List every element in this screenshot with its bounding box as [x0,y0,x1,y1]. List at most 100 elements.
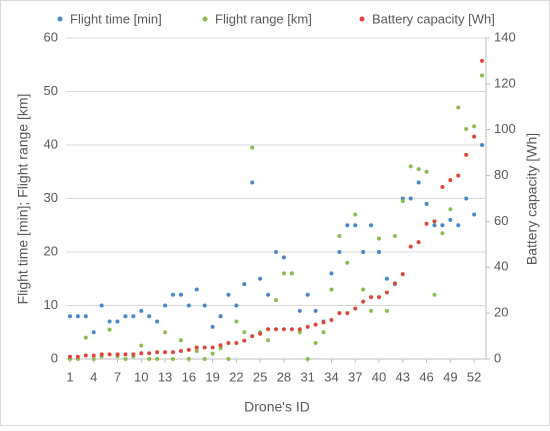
point [408,196,413,201]
point [170,357,175,361]
point [131,352,136,357]
point [99,352,104,357]
point [274,327,278,332]
y-tick-label: 10 [44,297,58,312]
x-tick-label: 13 [158,369,172,384]
point [242,282,247,287]
point [250,334,255,339]
x-tick-label: 46 [419,369,433,384]
point [202,357,207,361]
point [155,350,160,355]
x-tick-label: 49 [443,369,457,384]
point [281,327,286,332]
point [75,354,80,359]
point [337,250,342,254]
point [440,223,445,228]
legend-label: Flight range [km] [215,11,312,26]
x-tick-label: 16 [182,369,196,384]
point [139,343,144,348]
point [313,308,318,313]
point [456,223,461,228]
point [234,319,239,324]
point [464,126,469,131]
x-tick-label: 52 [467,369,481,384]
point [424,201,429,206]
x-tick-label: 37 [348,369,362,384]
point [400,199,405,204]
point [377,295,382,300]
y2-tick-label: 140 [494,29,516,44]
point [123,357,128,361]
point [313,322,318,327]
point [266,292,271,297]
point [210,324,215,329]
y-tick-label: 40 [44,136,58,151]
point [416,167,421,172]
x-axis-label: Drone's ID [244,399,310,415]
point [289,327,294,332]
point [281,255,286,260]
point [210,345,215,350]
point [345,311,350,316]
point [194,348,199,353]
point [456,173,461,178]
point [258,276,263,281]
point [321,330,326,335]
x-tick-label: 34 [324,369,338,384]
point [472,124,477,129]
point [186,357,191,361]
point [242,330,247,335]
legend-label: Flight time [min] [70,11,162,26]
point [416,240,421,245]
x-tick-label: 43 [396,369,410,384]
point [337,311,342,316]
point [123,314,128,319]
point [329,318,334,323]
point [194,345,199,350]
point [345,223,350,228]
point [139,351,144,356]
point [123,352,128,357]
point [218,314,223,319]
point [91,357,96,361]
point [202,345,207,350]
x-tick-label: 7 [114,369,121,384]
point [353,212,358,217]
point [416,180,421,185]
point [155,357,160,361]
point [115,352,120,357]
point [377,236,382,241]
point [305,324,310,329]
x-tick-label: 19 [205,369,219,384]
point [258,331,263,336]
y2-tick-label: 40 [494,259,508,274]
point [178,348,183,353]
x-tick-label: 40 [372,369,386,384]
point [178,292,183,297]
point [155,319,160,324]
point [83,314,88,319]
point [266,338,271,343]
y2-tick-label: 120 [494,75,516,90]
point [83,353,88,358]
point [274,250,278,254]
point [384,308,389,313]
point [464,196,469,201]
point [107,327,112,332]
point [480,143,485,147]
point [170,292,175,297]
point [91,353,96,358]
point [91,330,96,335]
y-tick-label: 60 [44,29,58,44]
point [432,219,437,224]
point [432,292,437,297]
point [361,287,366,292]
x-tick-label: 28 [277,369,291,384]
point [472,134,477,139]
point [392,233,397,238]
point [353,223,358,228]
point [147,351,152,356]
point [480,58,485,63]
